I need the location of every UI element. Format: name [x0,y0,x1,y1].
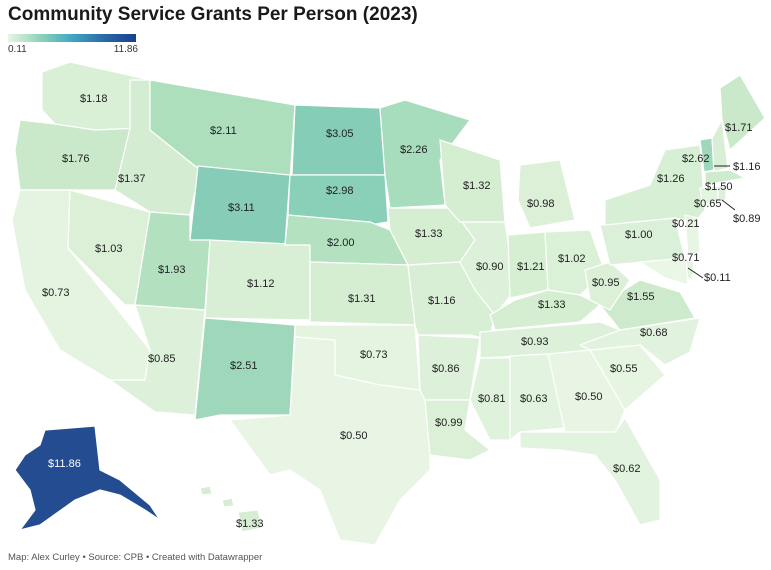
state-mn[interactable] [379,99,471,209]
color-legend: 0.11 11.86 [8,34,138,55]
state-hi[interactable] [199,485,263,533]
label-wi: $1.32 [463,180,491,192]
label-co: $1.12 [247,278,275,290]
state-nh[interactable] [711,118,729,173]
state-ms[interactable] [469,357,511,441]
state-md[interactable] [638,257,689,286]
label-wa: $1.18 [80,93,108,105]
state-ma[interactable] [704,169,747,186]
leader-line-md [687,267,704,279]
label-fl: $0.62 [613,463,641,475]
label-ct: $0.65 [694,198,722,210]
label-ar: $0.86 [432,363,460,375]
label-ca: $0.73 [42,287,70,299]
label-hi: $1.33 [236,518,264,530]
state-nj[interactable] [684,214,701,257]
label-ak: $11.86 [48,458,81,470]
state-mi[interactable] [517,159,576,229]
label-nc: $0.68 [640,327,668,339]
state-fl[interactable] [519,416,661,526]
label-id: $1.37 [118,173,146,185]
state-sd[interactable] [287,174,389,226]
leader-line-ri [721,199,736,211]
label-nh: $1.16 [733,161,761,173]
label-ia: $1.33 [415,228,443,240]
label-az: $0.85 [148,353,176,365]
state-nm[interactable] [194,317,296,421]
label-al: $0.63 [520,393,548,405]
label-in: $1.21 [517,261,545,273]
label-il: $0.90 [476,261,504,273]
state-ga[interactable] [547,349,626,436]
label-mt: $2.11 [210,125,237,137]
legend-gradient-bar [8,34,136,42]
state-ak[interactable] [14,425,161,531]
label-mn: $2.26 [400,144,428,156]
label-wy: $3.11 [228,202,255,214]
label-ma: $1.50 [705,181,733,193]
label-ne: $2.00 [327,237,355,249]
label-vt: $2.62 [682,153,710,165]
label-oh: $1.02 [558,253,586,265]
label-tn: $0.93 [521,336,549,348]
state-al[interactable] [509,353,566,442]
label-ok: $0.73 [360,349,388,361]
map-credits: Map: Alex Curley • Source: CPB • Created… [8,552,263,563]
label-nj: $0.21 [672,218,700,230]
label-md: $0.11 [704,272,731,284]
map-title: Community Service Grants Per Person (202… [8,4,418,25]
label-pa: $1.00 [625,229,653,241]
label-va: $1.55 [627,291,655,303]
label-sc: $0.55 [610,363,638,375]
label-tx: $0.50 [340,430,368,442]
label-ny: $1.26 [657,173,685,185]
label-mo: $1.16 [428,295,456,307]
state-ny[interactable] [604,144,706,226]
label-me: $1.71 [725,122,753,134]
state-tx[interactable] [228,336,431,546]
state-nd[interactable] [291,104,386,176]
state-wv[interactable] [584,261,631,311]
state-va[interactable] [599,279,696,331]
state-nv[interactable] [67,189,151,306]
label-wv: $0.95 [592,277,620,289]
state-az[interactable] [108,304,206,416]
label-la: $0.99 [435,417,463,429]
label-mi: $0.98 [527,198,555,210]
label-ga: $0.50 [575,391,603,403]
label-nd: $3.05 [326,128,354,140]
label-nm: $2.51 [230,360,258,372]
state-ri[interactable] [717,185,727,203]
label-ut: $1.93 [158,264,186,276]
label-ri: $0.89 [733,213,761,225]
label-sd: $2.98 [326,185,354,197]
label-ks: $1.31 [348,293,376,305]
legend-min-label: 0.11 [8,44,27,55]
state-me[interactable] [719,74,766,152]
label-ms: $0.81 [478,393,506,405]
state-il[interactable] [459,221,516,316]
legend-max-label: 11.86 [113,44,138,55]
label-or: $1.76 [62,153,90,165]
label-de: $0.71 [672,252,700,264]
label-ky: $1.33 [538,299,566,311]
label-nv: $1.03 [95,243,123,255]
